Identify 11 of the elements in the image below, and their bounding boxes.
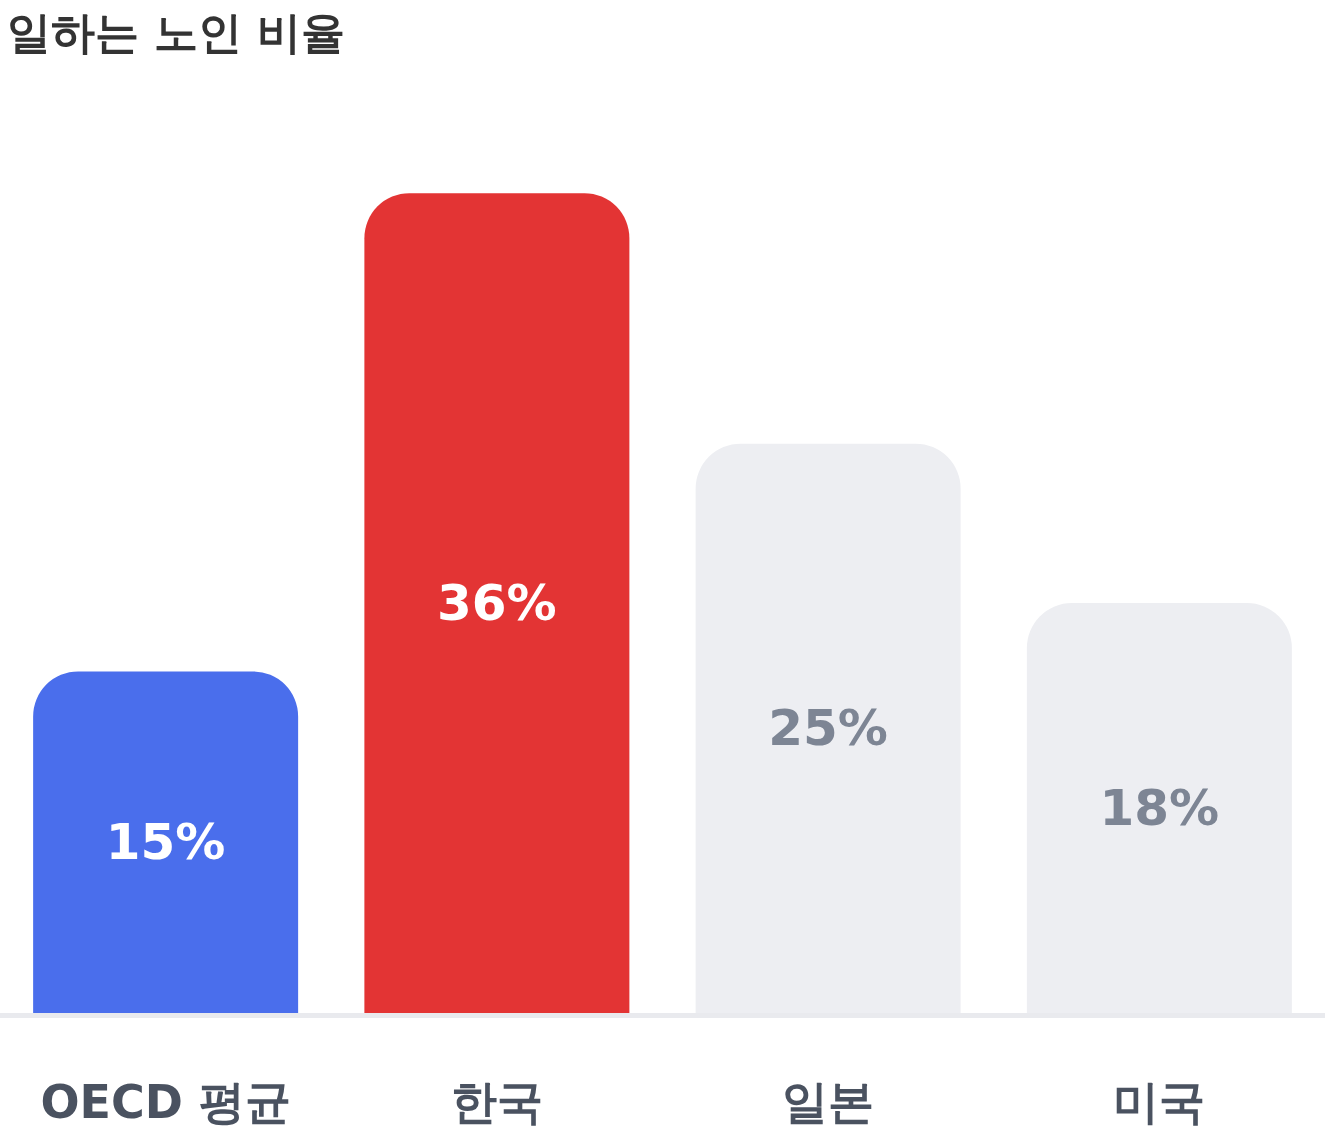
x-tick-label: 일본 xyxy=(782,1075,875,1130)
data-label: 15% xyxy=(105,813,226,872)
data-label: 25% xyxy=(768,699,888,758)
data-label: 36% xyxy=(437,574,557,633)
bar xyxy=(364,193,630,1013)
bar xyxy=(33,671,299,1013)
x-tick-label: 한국 xyxy=(450,1075,543,1130)
x-tick-label: 미국 xyxy=(1113,1075,1206,1130)
data-label: 18% xyxy=(1099,779,1220,838)
chart-title: 일하는 노인 비율 xyxy=(6,6,346,58)
x-tick-label: OECD 평균 xyxy=(40,1075,291,1130)
